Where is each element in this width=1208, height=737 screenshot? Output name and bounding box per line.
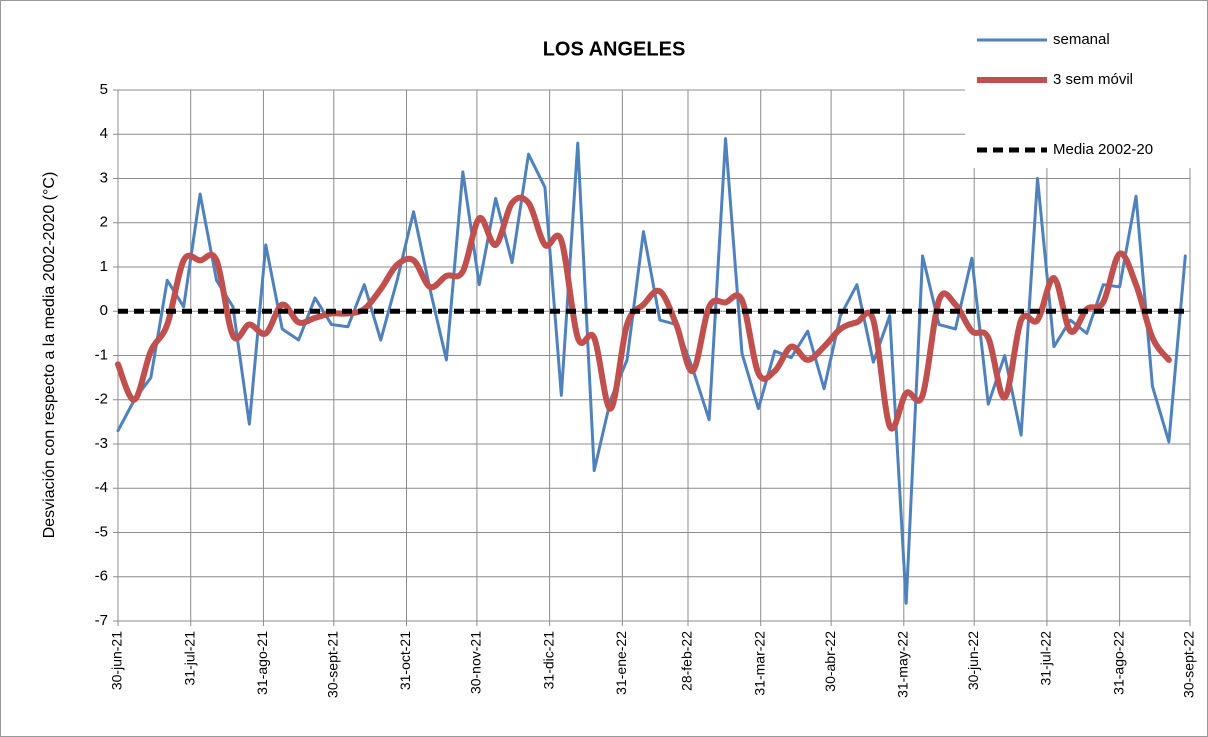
x-tick-label: 30-sept-22 [1181,631,1197,698]
y-tick-label: 1 [100,258,108,275]
x-tick-label: 31-jul-22 [1038,631,1054,686]
x-tick-label: 30-abr-22 [822,631,838,692]
x-tick-label: 31-ene-22 [613,631,629,695]
y-tick-label: -6 [95,568,108,585]
x-tick-label: 31-jul-21 [181,631,197,686]
y-tick-label: -7 [95,612,108,629]
x-tick-label: 28-feb-22 [679,631,695,691]
y-tick-label: 0 [100,302,108,319]
y-tick-label: -4 [95,479,108,496]
x-tick-label: 31-ago-21 [254,631,270,695]
y-axis-label: Desviación con respecto a la media 2002-… [41,172,58,539]
x-tick-label: 30-jun-21 [109,631,125,690]
chart-title: LOS ANGELES [543,38,686,60]
series-line [115,194,1172,432]
y-tick-label: 4 [100,125,108,142]
x-tick-label: 30-jun-22 [965,631,981,690]
y-tick-label: -3 [95,435,108,452]
legend-label: semanal [1053,31,1110,48]
legend-label: Media 2002-20 [1053,141,1153,158]
series-line [116,137,1187,605]
x-tick-label: 30-sept-21 [325,631,341,698]
x-tick-label: 31-oct-21 [397,631,413,690]
legend-box [965,18,1203,168]
x-tick-label: 30-nov-21 [468,631,484,694]
plot-border [117,89,1191,622]
y-tick-label: -1 [95,346,108,363]
y-tick-label: -5 [95,523,108,540]
legend-label: 3 sem móvil [1053,71,1133,88]
y-tick-label: -2 [95,391,108,408]
x-tick-label: 31-ago-22 [1110,631,1126,695]
x-tick-label: 31-mar-22 [751,631,767,696]
y-tick-label: 2 [100,214,108,231]
y-tick-label: 3 [100,169,108,186]
x-tick-label: 31-may-22 [895,631,911,698]
x-tick-label: 31-dic-21 [540,631,556,690]
y-tick-label: 5 [100,81,108,98]
